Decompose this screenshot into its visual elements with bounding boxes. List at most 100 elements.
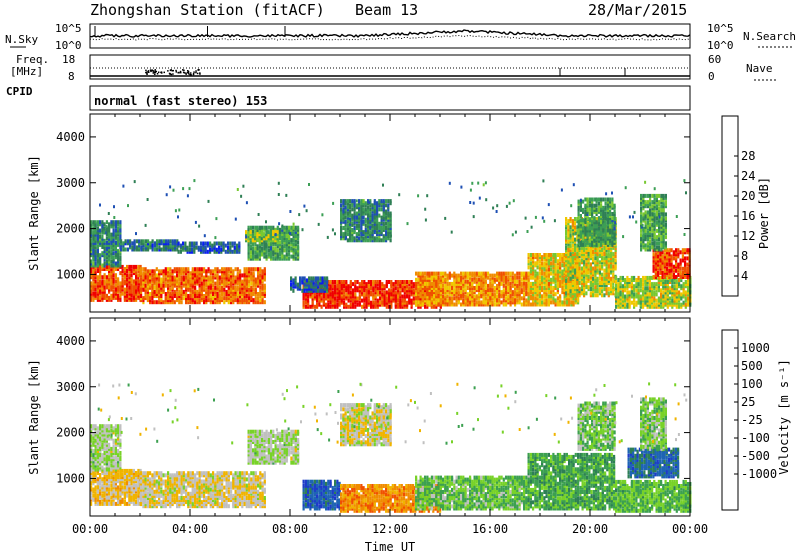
heatmap-cell [600,216,603,221]
heatmap-cell [257,283,260,288]
heatmap-cell [182,283,185,288]
heatmap-cell [130,269,133,273]
heatmap-cell [584,242,587,247]
heatmap-cell [552,253,555,257]
heatmap-cell [162,279,165,284]
heatmap-cell [482,294,485,299]
heatmap-cell [259,273,262,278]
heatmap-cell [177,249,180,254]
heatmap-cell [382,223,385,228]
heatmap-cell [367,217,370,222]
heatmap-cell [545,277,548,282]
heatmap-cell [596,264,599,269]
heatmap-cell [484,286,487,290]
nave-scatter [172,73,174,75]
heatmap-cell [191,243,194,248]
heatmap-cell [475,283,478,288]
heatmap-cell [442,294,445,299]
heatmap-cell [484,288,487,293]
heatmap-cell [105,259,108,264]
heatmap-cell [326,280,329,285]
heatmap-cell [155,267,158,272]
heatmap-cell [597,197,600,202]
heatmap-cell [200,289,203,294]
heatmap-cell [176,292,179,296]
heatmap-cell [370,290,373,295]
heatmap-cell [90,295,93,300]
heatmap-cell [123,287,126,292]
heatmap-cell [394,282,397,287]
heatmap-cell [385,300,388,305]
heatmap-cell [212,292,215,296]
heatmap-cell [428,294,431,299]
heatmap-cell [346,211,349,216]
heatmap-cell [243,300,246,305]
heatmap-cell [292,231,295,236]
heatmap-cell [313,304,316,309]
heatmap-cell [285,227,288,232]
heatmap-cell [203,285,206,290]
heatmap-cell [598,260,601,265]
heatmap-cell [602,240,605,245]
heatmap-cell [577,216,580,221]
heatmap-cell [529,302,532,307]
heatmap-cell [591,216,594,221]
heatmap-cell [260,232,263,237]
heatmap-cell [574,245,577,250]
heatmap-cell [263,273,266,278]
heatmap-cell [329,304,332,309]
heatmap-cell [365,288,368,293]
heatmap-cell [392,284,395,289]
heatmap-cell [376,201,379,206]
freq-panel-frame [89,54,691,80]
heatmap-cell [419,277,422,282]
heatmap-cell [331,298,334,303]
heatmap-cell [502,292,505,297]
heatmap-cell [373,199,376,204]
heatmap-cell [90,283,93,288]
heatmap-cell [128,279,131,284]
heatmap-cell [397,282,400,287]
heatmap-cell [254,292,257,296]
heatmap-cell [571,219,574,224]
heatmap-cell [382,203,385,208]
heatmap-cell [408,286,411,291]
heatmap-cell [327,302,330,307]
heatmap-cell [502,288,505,293]
heatmap-cell [96,255,99,260]
heatmap-cell [124,247,127,252]
heatmap-cell [227,269,230,274]
heatmap-cell [433,300,436,305]
heatmap-cell [135,239,138,244]
heatmap-cell [493,277,496,282]
heatmap-cell [439,275,442,280]
heatmap-cell [577,207,580,212]
heatmap-cell [130,277,133,282]
nave-scatter [163,71,165,74]
heatmap-cell [187,279,190,284]
heatmap-cell [439,271,442,276]
nave-scatter [187,72,190,74]
heatmap-cell [267,234,270,239]
heatmap-cell [261,273,264,278]
heatmap-cell [572,300,575,305]
heatmap-cell [568,275,571,280]
heatmap-cell [603,245,606,250]
heatmap-cell [92,261,95,266]
heatmap-cell [464,294,467,299]
heatmap-cell [224,249,227,254]
heatmap-cell [421,302,424,307]
heatmap-cell [417,304,420,309]
heatmap-cell [491,288,494,293]
heatmap-cell [582,228,585,233]
heatmap-cell [327,290,330,295]
heatmap-cell [94,273,97,278]
heatmap-cell [584,203,587,208]
heatmap-cell [576,268,579,273]
heatmap-cell [527,281,530,286]
heatmap-cell [209,279,212,284]
heatmap-cell [406,294,409,299]
heatmap-cell [236,271,239,276]
heatmap-cell [569,225,572,230]
heatmap-cell [239,292,242,296]
